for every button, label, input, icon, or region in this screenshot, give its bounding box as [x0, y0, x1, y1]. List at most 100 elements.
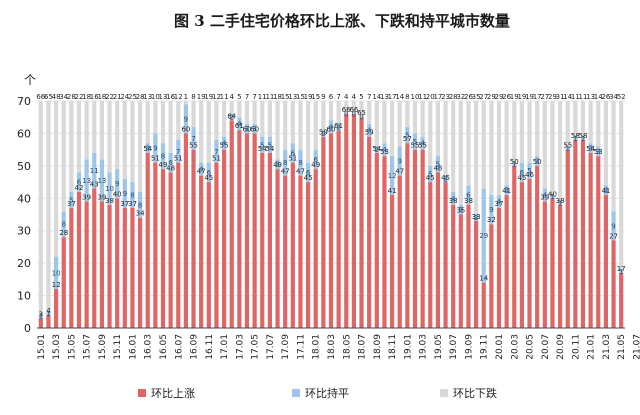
bar-segment-2	[466, 185, 471, 205]
data-label: 7	[336, 93, 340, 101]
data-label: 5	[69, 196, 73, 204]
data-label: 47	[197, 168, 206, 176]
x-tick-label: 19.05	[434, 334, 444, 360]
data-label: 1	[512, 161, 516, 169]
bar-segment-1	[290, 162, 295, 328]
data-label: 5	[436, 161, 440, 169]
data-label: 7	[367, 93, 371, 101]
data-label: 15	[296, 93, 305, 101]
data-label: 4	[46, 307, 51, 315]
data-label: 13	[159, 93, 168, 101]
data-label: 1	[619, 268, 623, 276]
data-label: 65	[44, 93, 53, 101]
data-label: 66	[36, 93, 45, 101]
bar-segment-1	[603, 195, 609, 328]
bar-segment-1	[527, 178, 532, 328]
bar-segment-1	[580, 139, 586, 328]
data-label: 47	[395, 168, 404, 176]
bar-segment-2	[473, 214, 479, 221]
data-label: 14	[372, 93, 381, 101]
data-label: 34	[59, 93, 68, 101]
x-tick-label: 18.09	[373, 334, 383, 360]
data-label: 49	[159, 161, 168, 169]
data-label: 29	[479, 232, 488, 240]
bar-segment-2	[565, 146, 570, 150]
data-label: 28	[59, 229, 68, 237]
bar-segment-1	[69, 208, 74, 328]
bar-segment-2	[92, 152, 97, 189]
data-label: 7	[191, 135, 195, 143]
bar-segment-3	[557, 101, 563, 202]
bar-segment-2	[137, 191, 143, 218]
data-label: 19	[304, 93, 313, 101]
data-label: 38	[464, 197, 473, 205]
legend-swatch	[138, 389, 146, 397]
bar-segment-2	[580, 136, 586, 140]
data-label: 5	[237, 93, 241, 101]
data-label: 25	[128, 93, 137, 101]
data-label: 13	[288, 93, 297, 101]
data-label: 1	[558, 200, 562, 208]
data-label: 43	[90, 181, 99, 189]
data-label: 4	[497, 198, 502, 206]
data-label: 1	[565, 145, 569, 153]
bar-segment-3	[374, 101, 379, 147]
data-label: 5	[405, 132, 409, 140]
data-label: 38	[105, 197, 114, 205]
bar-segment-3	[275, 101, 280, 160]
data-label: 49	[311, 161, 320, 169]
data-label: 7	[214, 148, 218, 156]
data-label: 4	[329, 123, 334, 131]
bar-segment-3	[122, 101, 127, 179]
x-tick-label: 16.09	[190, 334, 200, 360]
bar-segment-3	[535, 101, 540, 157]
data-label: 6	[207, 169, 212, 177]
data-label: 47	[281, 168, 290, 176]
bar-segment-1	[458, 214, 463, 328]
x-tick-label: 15.11	[113, 334, 123, 360]
bar-segment-3	[199, 101, 204, 163]
bar-segment-3	[412, 101, 418, 134]
data-label: 9	[115, 180, 119, 188]
data-label: 51	[174, 155, 183, 163]
bar-segment-1	[168, 172, 173, 328]
x-tick-label: 17.03	[235, 334, 245, 360]
bar-segment-3	[443, 101, 448, 176]
bar-segment-3	[596, 101, 601, 147]
data-label: 45	[441, 174, 450, 182]
bar-segment-3	[519, 101, 525, 163]
x-tick-label: 15.09	[98, 334, 108, 360]
bar-segment-2	[588, 143, 593, 153]
data-label: 12	[174, 93, 183, 101]
data-label: 6	[168, 159, 173, 167]
bar-segment-3	[252, 101, 257, 124]
bar-segment-2	[153, 133, 158, 163]
bar-segment-1	[115, 198, 120, 328]
bar-segment-2	[107, 172, 112, 205]
bar-segment-2	[596, 146, 601, 157]
bar-segment-1	[565, 149, 570, 328]
chart-title: 图 3 二手住宅价格环比上涨、下跌和持平城市数量	[174, 12, 510, 30]
bar-segment-2	[305, 162, 311, 183]
bar-segment-1	[596, 156, 601, 328]
data-label: 54	[586, 145, 595, 153]
bar-segment-2	[115, 169, 120, 199]
bar-segment-2	[290, 143, 295, 163]
data-label: 52	[617, 93, 626, 101]
bar-segment-1	[99, 201, 105, 328]
data-label: 11	[258, 93, 267, 101]
data-label: 28	[136, 93, 145, 101]
bar-segment-2	[298, 149, 303, 176]
bar-segment-3	[603, 101, 609, 186]
bar-segment-1	[122, 208, 127, 328]
data-label: 45	[304, 174, 313, 182]
bar-segment-1	[412, 149, 418, 328]
data-label: 9	[397, 157, 401, 165]
y-axis-ticks: 0 10 20 30 40 50 60 70	[17, 95, 31, 335]
x-tick-label: 19.03	[419, 334, 429, 360]
bar-segment-1	[619, 272, 624, 328]
data-label: 12	[212, 93, 221, 101]
bar-segment-2	[428, 165, 433, 183]
bar-segment-1	[176, 162, 181, 328]
bar-segment-2	[374, 146, 379, 153]
